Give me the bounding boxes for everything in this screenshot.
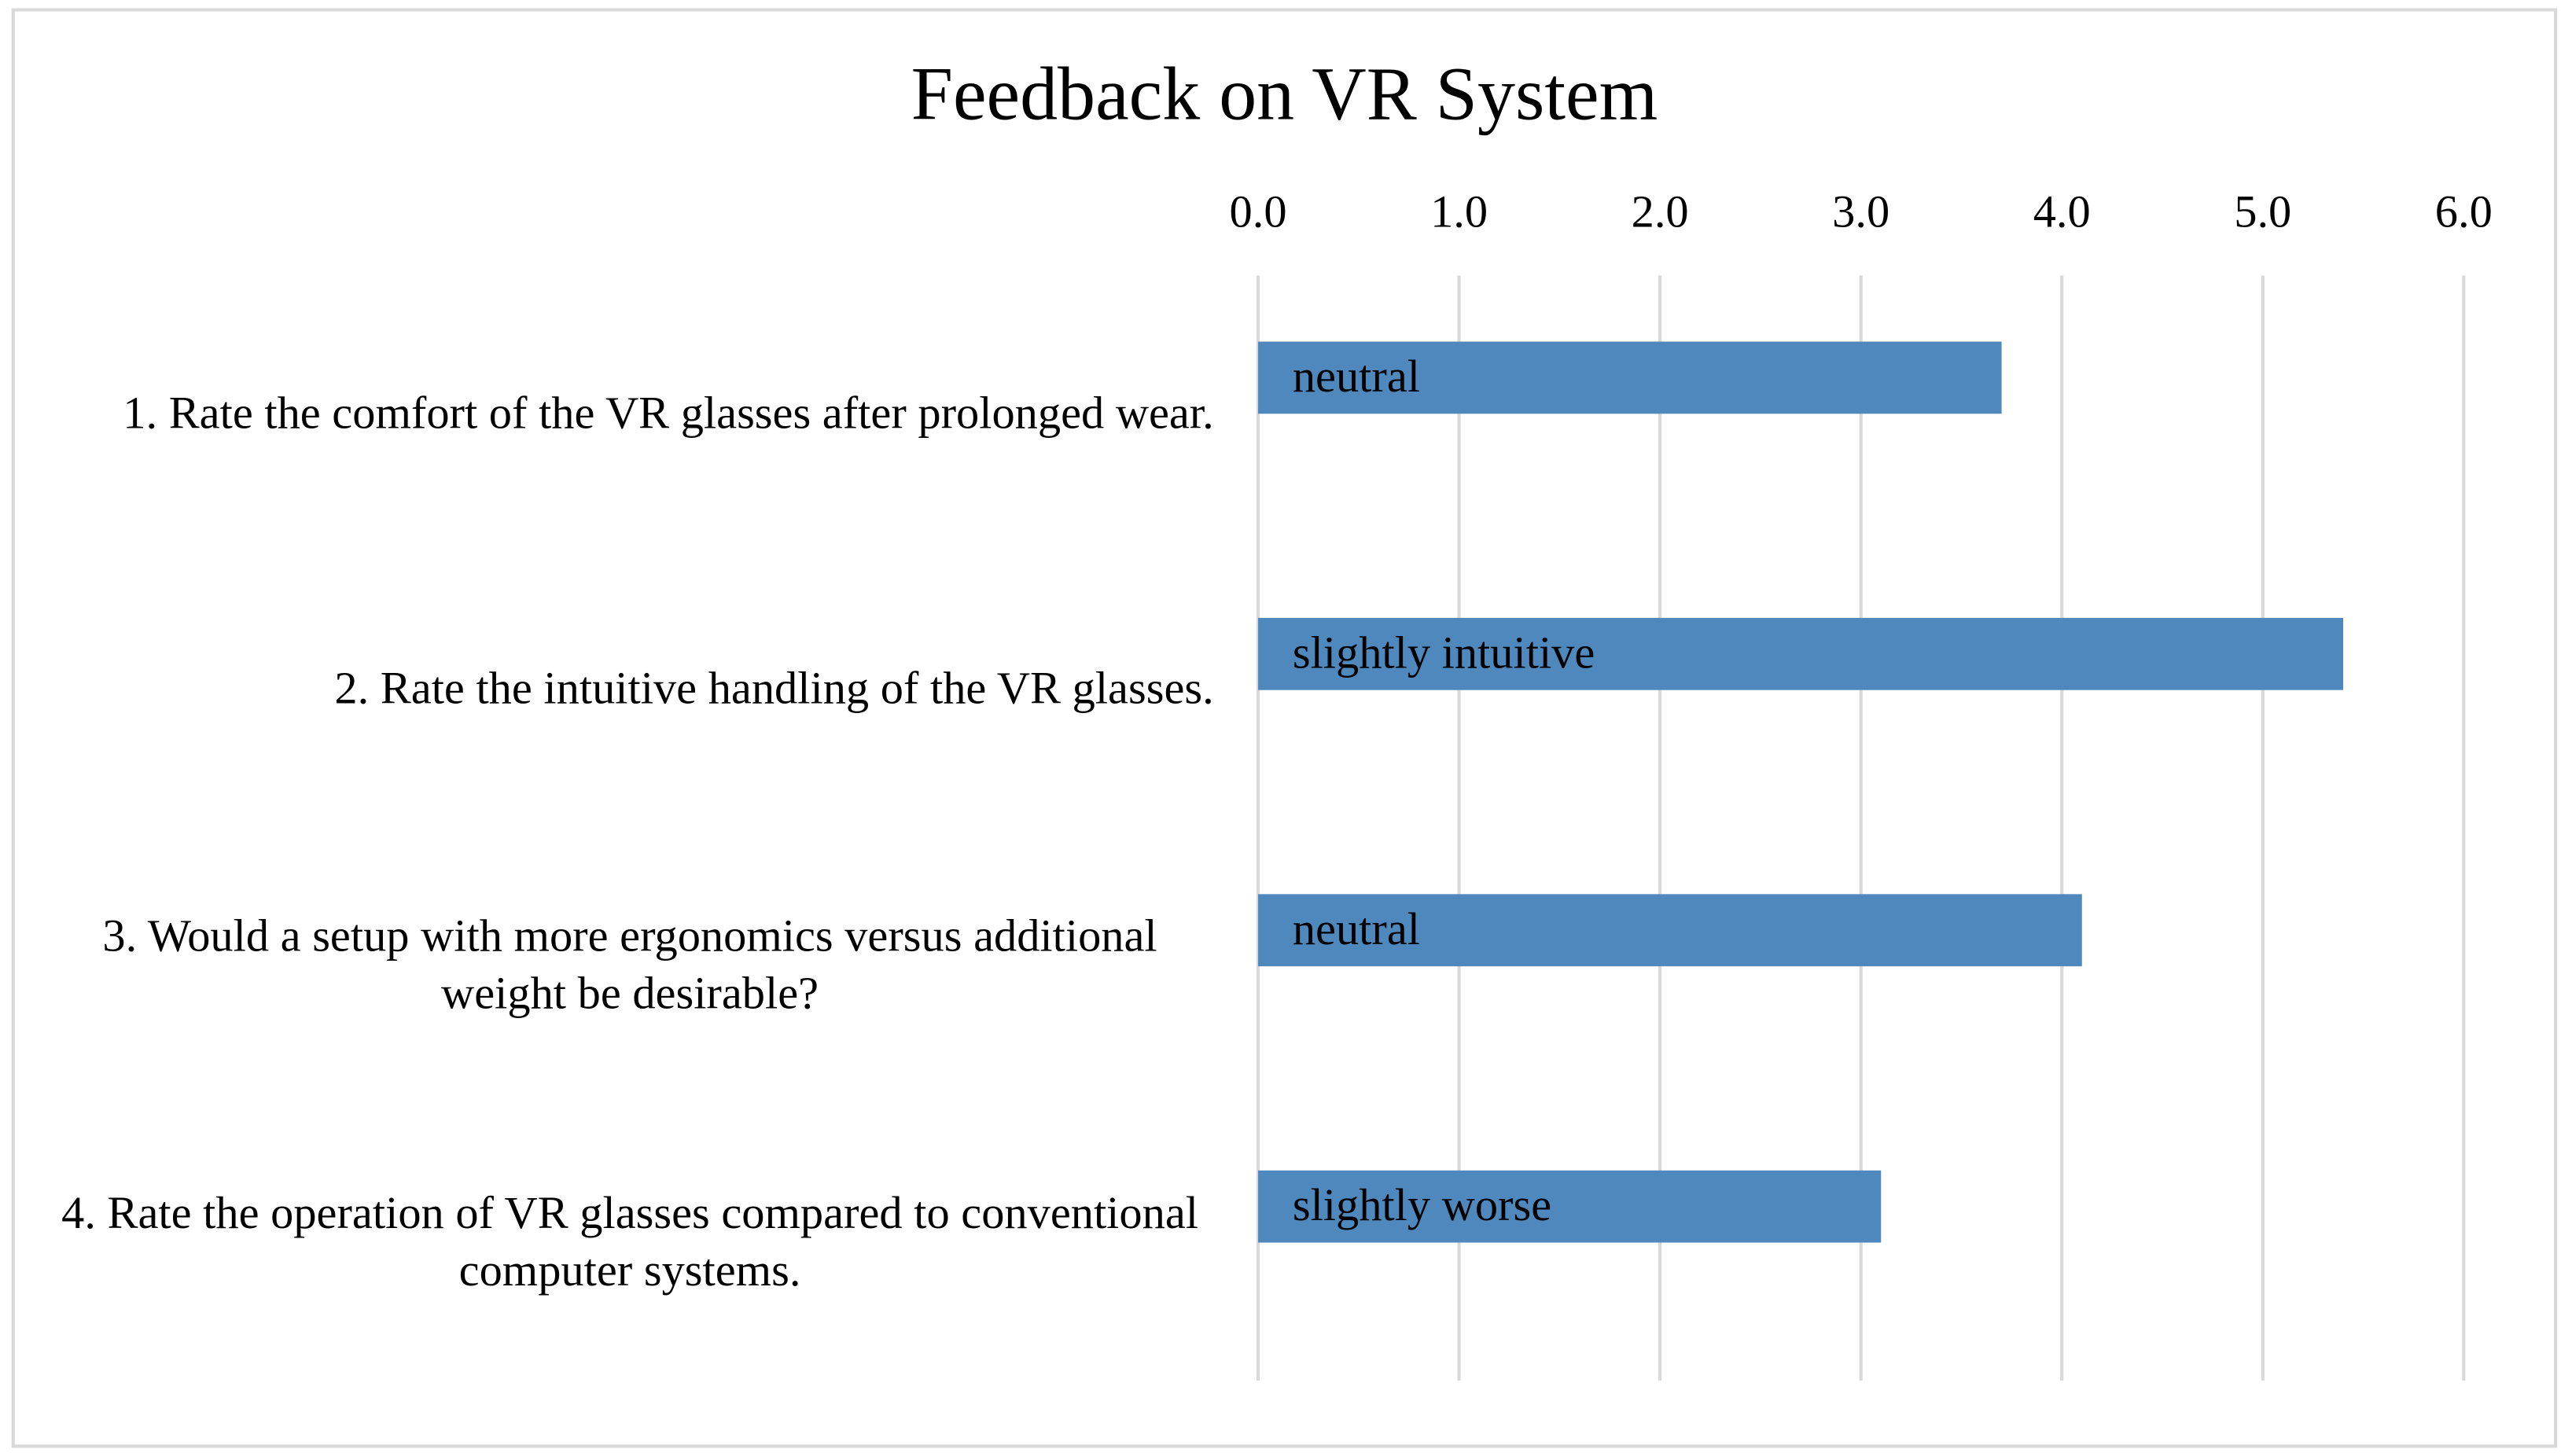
x-tick-label: 4.0	[2033, 186, 2091, 237]
x-tick-label: 5.0	[2234, 186, 2291, 237]
x-tick-label: 1.0	[1430, 186, 1488, 237]
chart-title: Feedback on VR System	[911, 52, 1658, 135]
category-label-box: 1. Rate the comfort of the VR glasses af…	[33, 315, 1214, 512]
x-tick-label: 6.0	[2435, 186, 2493, 237]
x-tick-label: 0.0	[1230, 186, 1287, 237]
category-label-box: 4. Rate the operation of VR glasses comp…	[33, 1144, 1214, 1340]
chart-border	[11, 8, 2558, 1448]
bar-label: slightly intuitive	[1293, 627, 1595, 678]
x-tick-label: 2.0	[1632, 186, 1689, 237]
category-label-wrap: 3. Would a setup with more ergonomics ve…	[33, 868, 1214, 1064]
bar	[1258, 894, 2082, 967]
bar	[1258, 1170, 1882, 1243]
category-label-box: 3. Would a setup with more ergonomics ve…	[33, 868, 1214, 1064]
category-label-wrap: 1. Rate the comfort of the VR glasses af…	[33, 315, 1214, 512]
bar-label: neutral	[1293, 903, 1420, 954]
bar	[1258, 617, 2343, 690]
bar	[1258, 341, 2002, 414]
category-label: 3. Would a setup with more ergonomics ve…	[102, 912, 1157, 1020]
x-tick-label: 3.0	[1832, 186, 1889, 237]
bar-label: slightly worse	[1293, 1179, 1551, 1230]
category-label-wrap: 2. Rate the intuitive handling of the VR…	[33, 592, 1214, 789]
category-label-wrap: 4. Rate the operation of VR glasses comp…	[33, 1144, 1214, 1340]
category-label: 1. Rate the comfort of the VR glasses af…	[123, 388, 1214, 439]
category-label-box: 2. Rate the intuitive handling of the VR…	[33, 592, 1214, 789]
bar-label: neutral	[1293, 351, 1420, 402]
category-label: 2. Rate the intuitive handling of the VR…	[334, 664, 1214, 716]
category-label: 4. Rate the operation of VR glasses comp…	[61, 1188, 1198, 1297]
